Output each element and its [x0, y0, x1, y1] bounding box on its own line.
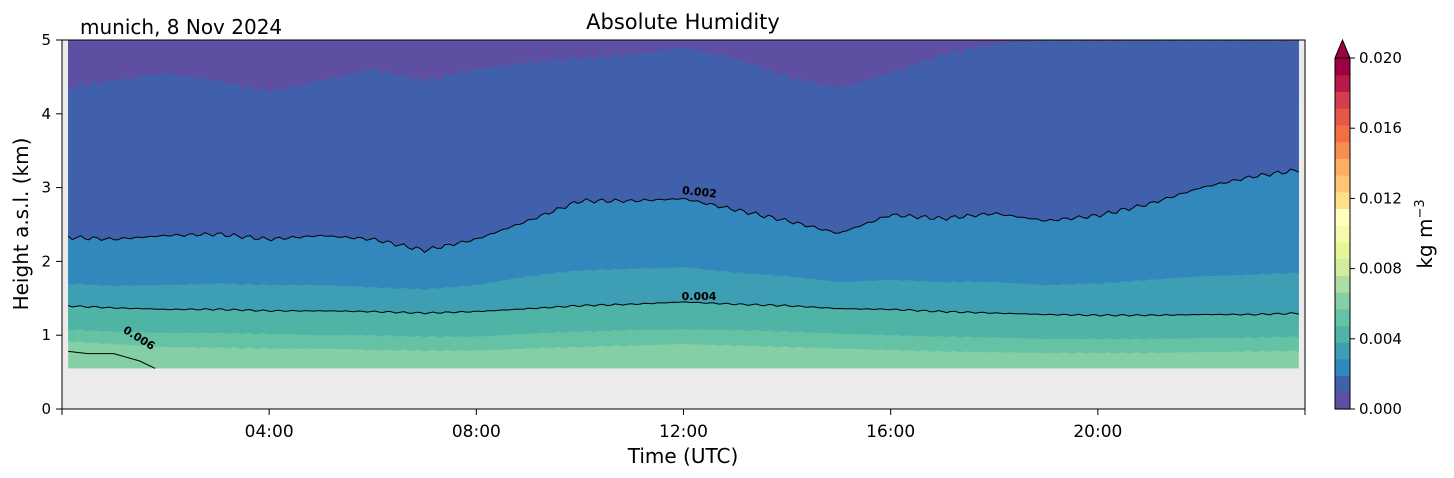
x-axis-label: Time (UTC) — [627, 444, 739, 468]
band-fill-0-0015 — [68, 40, 1299, 209]
y-tick-label: 5 — [41, 31, 51, 49]
colorbar-swatch — [1335, 108, 1350, 126]
colorbar-frame — [1334, 58, 1351, 410]
band-fill-driest — [68, 40, 1299, 94]
colorbar-swatch — [1335, 258, 1350, 276]
contour-line-0-002 — [67, 168, 1299, 254]
contour-line-0-004 — [68, 301, 1299, 317]
y-axis-label: Height a.s.l. (km) — [9, 138, 33, 311]
chart-subtitle: munich, 8 Nov 2024 — [80, 15, 282, 39]
y-tick-label: 1 — [41, 326, 51, 344]
colorbar-label: kg m−3 — [1413, 199, 1437, 268]
y-tick-label: 2 — [41, 252, 51, 270]
colorbar: 0.000 0.004 0.008 0.012 0.016 0.020 — [1334, 38, 1402, 418]
colorbar-swatch — [1335, 58, 1350, 76]
colorbar-tick-label: 0.012 — [1359, 189, 1402, 207]
contour-label: 0.004 — [682, 290, 717, 303]
colorbar-swatch — [1335, 141, 1350, 159]
contour-lines — [67, 168, 1299, 369]
colorbar-swatch — [1335, 308, 1350, 327]
colorbar-label-unit: kg m — [1413, 219, 1437, 269]
colorbar-swatch — [1335, 208, 1350, 226]
x-tick-label: 04:00 — [245, 422, 294, 442]
colorbar-swatch — [1335, 191, 1350, 210]
humidity-bands — [68, 40, 1299, 369]
colorbar-swatch — [1335, 124, 1350, 143]
colorbar-swatch — [1335, 175, 1350, 193]
chart-title: Absolute Humidity — [586, 10, 780, 34]
x-tick-label: 12:00 — [659, 422, 708, 442]
y-tick-label: 4 — [41, 105, 51, 123]
colorbar-tick-label: 0.020 — [1359, 49, 1402, 67]
colorbar-tick-label: 0.000 — [1359, 400, 1402, 418]
colorbar-swatch — [1335, 375, 1350, 393]
colorbar-swatch — [1335, 358, 1350, 377]
colorbar-swatch — [1335, 241, 1350, 260]
colorbar-extend-arrow — [1334, 38, 1351, 59]
contour-label: 0.002 — [681, 184, 717, 201]
x-tick-label: 20:00 — [1073, 422, 1122, 442]
colorbar-swatch — [1335, 292, 1350, 310]
colorbar-swatch — [1335, 325, 1350, 343]
colorbar-swatch — [1335, 225, 1350, 243]
colorbar-swatch — [1335, 91, 1350, 109]
colorbar-swatch — [1335, 342, 1350, 360]
colorbar-tick-label: 0.016 — [1359, 119, 1402, 137]
x-axis: 04:00 08:00 12:00 16:00 20:00 — [61, 409, 1306, 442]
colorbar-swatch — [1335, 74, 1350, 93]
colorbar-swatch — [1335, 275, 1350, 293]
colorbar-label-exponent: −3 — [1413, 199, 1428, 218]
y-tick-label: 3 — [41, 179, 51, 197]
y-axis: 0 1 2 3 4 5 — [41, 31, 62, 418]
y-tick-label: 0 — [41, 400, 51, 418]
colorbar-tick-label: 0.008 — [1359, 260, 1402, 278]
contour-line-0-006 — [68, 350, 156, 369]
colorbar-tick-label: 0.004 — [1359, 330, 1402, 348]
x-tick-label: 16:00 — [866, 422, 915, 442]
x-tick-label: 08:00 — [452, 422, 501, 442]
colorbar-swatch — [1335, 392, 1350, 410]
colorbar-swatch — [1335, 158, 1350, 176]
